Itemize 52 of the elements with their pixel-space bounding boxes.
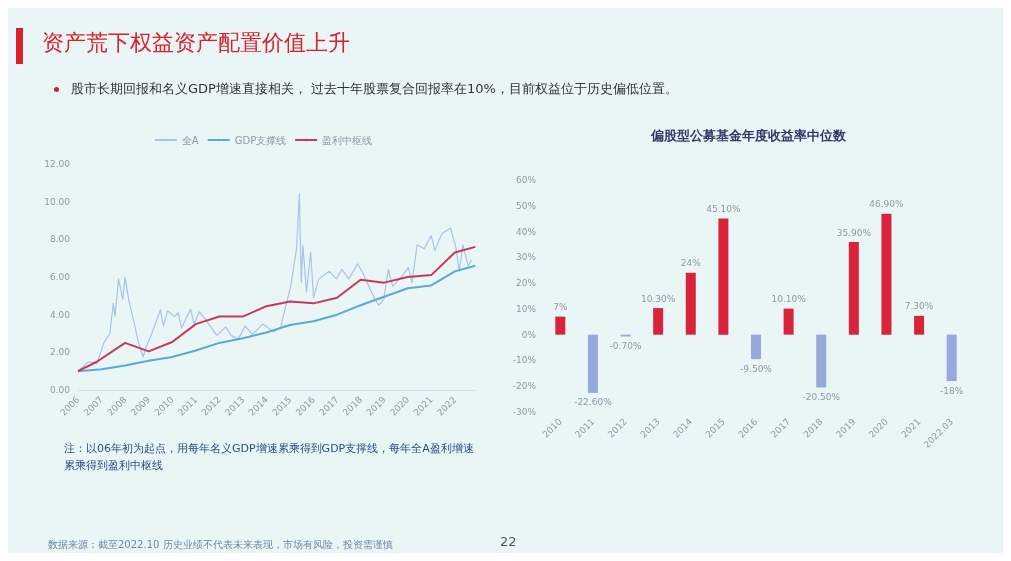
y-tick-label: 40% [515,226,537,237]
data-label: 10.10% [771,294,807,305]
source-note: 数据来源：截至2022.10 历史业绩不代表未来表现，市场有风险，投资需谨慎 [48,538,393,552]
data-label: 24% [680,258,702,269]
y-tick-label: 30% [515,252,537,263]
bar [587,334,598,393]
y-tick-label: 12.00 [44,159,71,169]
bar [914,315,925,335]
data-label: -22.60% [574,397,613,408]
bar [816,334,827,388]
chart-title: 偏股型公募基金年度收益率中位数 [649,128,847,143]
bar [783,308,794,335]
data-label: -20.50% [802,392,841,403]
text: 注：以06年初为起点，用每年名义GDP增速累乘得到GDP支撑线，每年全A盈利增速累乘得到盈利中枢线 [64,441,475,474]
y-tick-label: 60% [515,175,537,185]
data-label: 7.30% [904,301,934,312]
bar [946,334,957,382]
y-tick-label: 20% [515,278,537,289]
data-label: 46.90% [869,199,905,210]
y-tick-label: 8.00 [49,234,71,245]
y-tick-label: 10.00 [44,196,71,207]
line-series [77,193,473,372]
chart-title: 资产荒下权益资产配置价值上升 [42,29,350,57]
bar [555,316,566,335]
y-tick-label: 0.00 [49,385,71,395]
y-tick-label: -20% [512,381,537,392]
y-tick-label: 50% [515,200,537,211]
data-label: -18% [940,385,964,396]
legend-label: 盈利中枢线 [322,134,373,146]
text: 22 [500,534,517,549]
legend-label: 全A [181,134,199,146]
bar [653,308,664,335]
data-label: 10.30% [640,293,676,304]
y-tick-label: 2.00 [49,347,71,358]
legend-label: GDP支撑线 [234,134,287,146]
chart-subtitle: 股市长期回报和名义GDP增速直接相关， 过去十年股票复合回报率在10%，目前权益位于历史偏低位置。 [70,80,678,98]
y-tick-label: 10% [515,303,537,314]
y-tick-label: -30% [512,407,537,417]
data-label: 7% [553,302,568,313]
y-tick-label: 0% [521,329,537,340]
data-label: -9.50% [740,363,773,374]
data-label: -0.70% [609,340,642,351]
bar [685,272,696,335]
bar [751,334,761,360]
y-tick-label: 4.00 [49,309,71,320]
bar [881,213,892,335]
data-label: 45.10% [706,203,741,214]
bar [718,218,729,335]
bar [848,242,859,335]
y-tick-label: 6.00 [49,272,71,282]
data-label: 35.90% [836,227,872,238]
y-tick-label: -10% [512,355,537,366]
